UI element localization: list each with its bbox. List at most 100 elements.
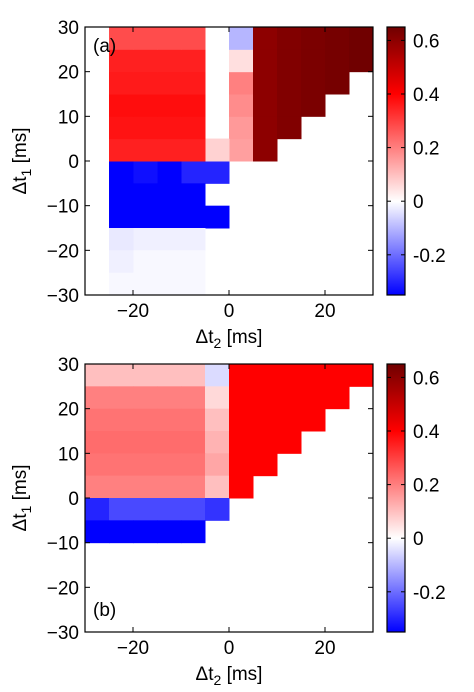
heatmap-cell xyxy=(157,520,182,544)
heatmap-cell xyxy=(157,475,182,499)
heatmap-cell xyxy=(181,161,206,184)
x-axis-label: Δt2 [ms] xyxy=(196,327,263,351)
heatmap-cell xyxy=(133,520,158,544)
heatmap-cell xyxy=(253,408,278,432)
heatmap-cell xyxy=(85,453,110,477)
colorbar-tick-label: -0.2 xyxy=(413,583,446,604)
colorbar-tick-label: 0.4 xyxy=(413,422,440,443)
heatmap-cell xyxy=(109,205,134,229)
heatmap-cell xyxy=(157,27,182,50)
heatmap-cell xyxy=(181,386,206,410)
heatmap-cell xyxy=(229,408,254,432)
x-axis-label: Δt2 [ms] xyxy=(196,664,263,688)
heatmap-cell xyxy=(109,386,134,410)
heatmap-cell xyxy=(157,498,182,521)
heatmap-cell xyxy=(229,138,254,162)
heatmap-cell xyxy=(109,49,134,73)
heatmap-cell xyxy=(109,498,134,521)
heatmap-cell xyxy=(109,272,134,296)
heatmap-cell xyxy=(157,228,182,251)
heatmap-cell xyxy=(301,94,326,117)
heatmap-cell xyxy=(181,364,206,387)
heatmap-cell xyxy=(85,475,110,499)
y-tick-label: 10 xyxy=(58,444,79,465)
heatmap-cell xyxy=(181,520,206,544)
x-tick-label: −20 xyxy=(117,638,149,659)
heatmap-cell xyxy=(181,228,206,251)
heatmap-cell xyxy=(349,27,374,50)
x-tick-label: −20 xyxy=(117,301,149,322)
heatmap-cell xyxy=(109,27,134,50)
heatmap-cell xyxy=(157,183,182,207)
y-tick-label: 30 xyxy=(58,18,79,39)
y-tick-label: 10 xyxy=(58,107,79,128)
colorbar-tick-label: 0.6 xyxy=(413,368,439,389)
heatmap-cell xyxy=(181,138,206,162)
heatmap-cell xyxy=(109,228,134,251)
heatmap-cell xyxy=(181,408,206,432)
heatmap-cell xyxy=(229,364,254,387)
heatmap-cell xyxy=(157,49,182,73)
panel-b: −30 −20 −10 0 10 20 30 −20 0 20 (b) Δt2 [ms] Δt1 [ms… xyxy=(10,355,446,688)
heatmap-cell xyxy=(133,183,158,207)
heatmap-cell xyxy=(85,520,110,544)
heatmap-cell xyxy=(277,116,302,140)
colorbar xyxy=(386,26,406,296)
heatmap-cell xyxy=(205,453,230,477)
heatmap-cell xyxy=(157,453,182,477)
y-axis-label: Δt1 [ms] xyxy=(10,128,34,195)
heatmap-cell xyxy=(181,272,206,296)
colorbar-tick-label: 0.6 xyxy=(413,31,439,52)
heatmap-cell xyxy=(85,431,110,454)
heatmap-cell xyxy=(229,49,254,73)
heatmap-cell xyxy=(157,364,182,387)
heatmap-cell xyxy=(229,94,254,117)
heatmap-cell xyxy=(133,71,158,95)
heatmap-cell xyxy=(133,408,158,432)
heatmap-cell xyxy=(277,364,302,387)
y-tick-label: −30 xyxy=(47,286,79,307)
heatmap-cell xyxy=(157,272,182,296)
panel-label: (b) xyxy=(93,600,116,621)
x-tick-label: 0 xyxy=(224,301,235,322)
heatmap-cell xyxy=(205,205,230,229)
heatmap-cell xyxy=(205,138,230,162)
colorbar-tick-label: 0.4 xyxy=(413,85,440,106)
heatmap-cell xyxy=(109,116,134,140)
heatmap-cell xyxy=(133,94,158,117)
heatmap-cell xyxy=(157,431,182,454)
heatmap-cell xyxy=(229,116,254,140)
heatmap-cell xyxy=(157,386,182,410)
heatmap-cell xyxy=(85,498,110,521)
heatmap-cell xyxy=(253,364,278,387)
heatmap-cell xyxy=(205,386,230,410)
heatmap-cell xyxy=(301,386,326,410)
heatmap-cell xyxy=(253,49,278,73)
heatmap-cell xyxy=(181,475,206,499)
heatmap-cell xyxy=(133,431,158,454)
heatmap-cell xyxy=(253,431,278,454)
heatmap-cell xyxy=(325,71,350,95)
heatmap-cell xyxy=(133,453,158,477)
heatmap-cell xyxy=(133,138,158,162)
colorbar-tick-label: 0 xyxy=(413,192,424,213)
heatmap-cell xyxy=(205,431,230,454)
heatmap-cell xyxy=(325,364,350,387)
heatmap-cell xyxy=(109,475,134,499)
heatmap-cell xyxy=(253,453,278,477)
heatmap-cell xyxy=(181,116,206,140)
heatmap-cell xyxy=(277,27,302,50)
heatmap-cell xyxy=(229,475,254,499)
heatmap-cell xyxy=(157,71,182,95)
heatmap-cell xyxy=(109,250,134,274)
heatmap-cell xyxy=(229,27,254,50)
heatmap-cell xyxy=(253,116,278,140)
heatmap-cell xyxy=(205,475,230,499)
heatmap-cell xyxy=(229,453,254,477)
heatmap-cell xyxy=(253,138,278,162)
y-tick-label: −20 xyxy=(47,241,79,262)
heatmap-cell xyxy=(157,94,182,117)
heatmap-cell xyxy=(277,431,302,454)
y-tick-label: 30 xyxy=(58,355,79,376)
